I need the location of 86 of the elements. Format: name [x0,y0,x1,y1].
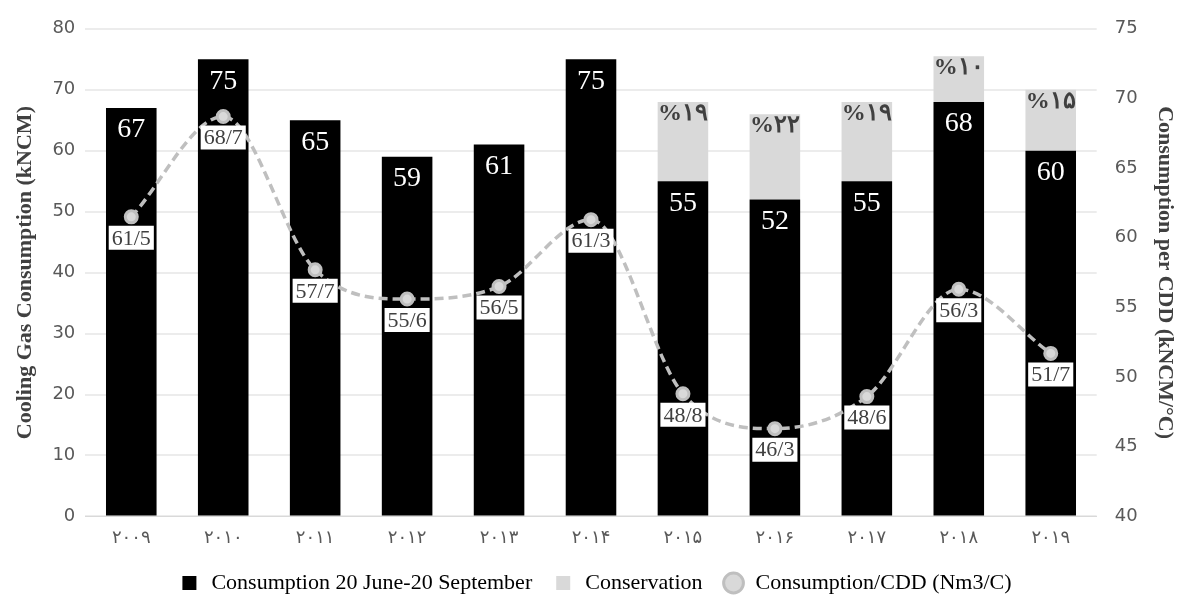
data-label: 56/5 [479,294,519,320]
y-tick-label: 80 [52,16,76,38]
point [583,212,599,228]
point [951,281,967,297]
annotation: %۱۵ [1025,86,1076,113]
x-tick-label: ۲۰۱۱ [295,525,335,547]
y-tick-label: 70 [52,77,76,99]
data-label: 61 [485,148,514,180]
annotation: %۲۲ [749,111,800,138]
bar [473,144,525,516]
bar [289,120,341,516]
data-label: 55/6 [387,306,427,332]
data-label: 55 [852,185,881,217]
x-tick-label: ۲۰۱۸ [939,525,979,547]
y2-tick-label: 65 [1114,155,1138,177]
x-tick-label: ۲۰۱۲ [387,525,427,547]
annotation: %۱۹ [841,99,892,126]
data-label: 56/3 [939,297,979,323]
bar [841,181,893,516]
legend-label: Conservation [585,568,703,594]
data-label: 48/8 [663,401,703,427]
point [123,209,139,225]
y-tick-label: 10 [52,443,76,465]
y-tick-label: 20 [52,382,76,404]
bar [105,108,157,516]
y2-tick-label: 55 [1114,295,1138,317]
y2-axis-title: Consumption per CDD (kNCM/°C) [1154,106,1180,440]
point [767,421,783,437]
data-label: 59 [393,161,422,193]
y-axis-title: Cooling Gas Consumption (kNCM) [10,106,36,440]
data-label: 55 [668,185,697,217]
bar [657,101,709,182]
data-label: 65 [301,124,330,156]
x-tick-label: ۲۰۱۶ [755,525,795,547]
data-label: 61/3 [571,227,611,253]
y-tick-label: 30 [52,321,76,343]
data-label: 68/7 [203,124,243,150]
y2-tick-label: 45 [1114,434,1138,456]
bar [749,114,801,200]
bar [197,59,249,516]
y-tick-label: 0 [63,504,76,526]
x-tick-label: ۲۰۱۳ [479,525,519,547]
legend-label: Consumption 20 June-20 September [211,568,533,594]
data-label: 46/3 [755,436,795,462]
x-tick-label: ۲۰۱۴ [571,525,611,547]
x-tick-label: ۲۰۰۹ [111,525,151,547]
bar [1025,150,1077,516]
data-label: 52 [760,203,789,235]
data-label: 61/5 [111,224,151,250]
x-tick-label: ۲۰۱۹ [1031,525,1071,547]
data-label: 75 [209,63,238,95]
x-tick-label: ۲۰۱۰ [203,525,243,547]
bar [933,101,985,516]
bar [657,181,709,516]
y-tick-label: 60 [52,138,76,160]
y2-tick-label: 70 [1114,86,1138,108]
data-label: 68 [944,106,973,138]
point [859,389,875,405]
point [307,262,323,278]
data-label: 48/6 [847,404,887,430]
point [491,279,507,295]
bar [381,156,433,516]
bar [841,101,893,182]
data-label: 75 [577,63,605,95]
point [399,291,415,307]
annotation: %۱۹ [657,99,708,126]
point [675,386,691,402]
legend-label: Consumption/CDD (Nm3/C) [755,568,1012,594]
bar [933,56,985,102]
bar [565,59,617,516]
data-label: 57/7 [295,277,335,303]
data-label: 67 [117,112,146,144]
annotation: %۱۰ [933,53,984,80]
y-tick-label: 40 [52,260,76,282]
y2-tick-label: 60 [1114,225,1138,247]
x-tick-label: ۲۰۱۵ [663,525,703,547]
y2-tick-label: 50 [1114,364,1138,386]
data-label: 60 [1036,155,1065,187]
bar [749,199,801,516]
x-tick-label: ۲۰۱۷ [847,525,887,547]
y-tick-label: 50 [52,199,76,221]
y2-tick-label: 75 [1114,16,1138,38]
y2-tick-label: 40 [1114,504,1138,526]
data-label: 51/7 [1031,361,1071,387]
point [215,109,231,125]
point [1043,345,1059,361]
